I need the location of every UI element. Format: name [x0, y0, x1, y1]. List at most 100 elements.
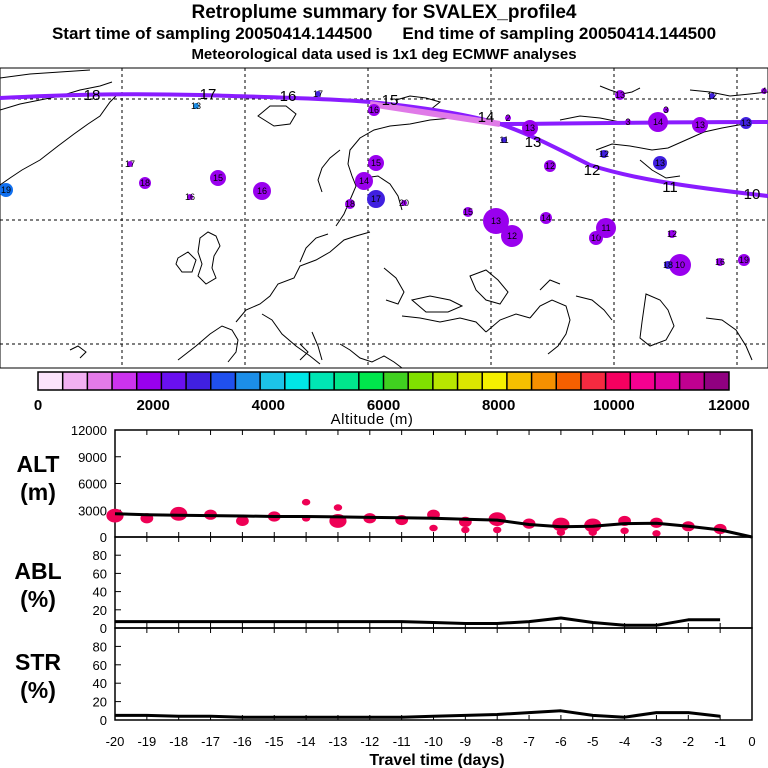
cluster-label: 15 [213, 173, 223, 183]
particle-cluster [522, 120, 538, 136]
particle-cluster [653, 156, 667, 170]
altitude-cluster-point [301, 498, 311, 506]
cluster-label: 4 [761, 86, 766, 96]
colorbar-swatch [556, 372, 582, 390]
altitude-cluster-point [556, 529, 566, 536]
map-frame [0, 67, 768, 369]
x-tick-label: -18 [169, 734, 188, 749]
particle-cluster [669, 254, 691, 276]
y-tick-label: 12000 [71, 423, 107, 438]
cluster-label: 13 [491, 216, 501, 226]
track-label-day: 16 [280, 88, 297, 105]
cluster-label: 18 [345, 199, 355, 209]
panel-ylabel-unit: (m) [20, 479, 56, 505]
colorbar-swatch [210, 372, 236, 390]
particle-cluster [345, 199, 355, 209]
particle-cluster [709, 93, 715, 99]
particle-cluster [355, 172, 373, 190]
x-tick-label: -12 [360, 734, 379, 749]
y-tick-label: 60 [93, 566, 107, 581]
altitude-colorbar: 0 2000 4000 6000 8000 10000 12000 Altitude (m) [34, 371, 750, 428]
cluster-label: 17 [313, 89, 323, 99]
colorbar-swatch [186, 372, 212, 390]
colorbar-swatch [235, 372, 261, 390]
cluster-label: 13 [191, 101, 201, 111]
panel-frame [114, 536, 753, 629]
colorbar-swatch [605, 372, 631, 390]
x-tick-label: -7 [523, 734, 535, 749]
colorbar-swatch [704, 372, 730, 390]
particle-cluster [187, 194, 193, 200]
plume-branch-east [499, 120, 768, 126]
x-tick-label: -15 [265, 734, 284, 749]
track-label-day: 14 [478, 109, 495, 126]
x-tick-label: -4 [619, 734, 631, 749]
particle-cluster [716, 258, 724, 266]
cluster-label: 13 [695, 120, 705, 130]
map-graticule [0, 68, 768, 368]
chart-title: Retroplume summary for SVALEX_profile4 [191, 2, 577, 23]
altitude-cluster-point [620, 527, 629, 535]
colorbar-swatch [334, 372, 360, 390]
panel-ylabel: STR [15, 649, 61, 675]
particle-cluster [663, 107, 669, 113]
colorbar-swatch [408, 372, 434, 390]
altitude-cluster-point [652, 530, 661, 537]
y-tick-label: 0 [100, 713, 107, 728]
track-label-day: 10 [744, 186, 761, 203]
met-data-label: Meteorological data used is 1x1 deg ECMW… [191, 46, 577, 63]
x-tick-label: -1 [714, 734, 726, 749]
panel-ylabel-unit: (%) [20, 677, 56, 703]
cluster-label: 14 [653, 117, 663, 127]
cluster-label: 3 [663, 105, 668, 115]
x-tick-label: -3 [651, 734, 663, 749]
panel-frame [114, 627, 753, 721]
cluster-label: 16 [185, 192, 195, 202]
particle-cluster [540, 212, 552, 224]
colorbar-swatch [62, 372, 88, 390]
particle-cluster [600, 150, 608, 158]
y-tick-label: 0 [100, 621, 107, 636]
particle-cluster [463, 207, 473, 217]
cluster-label: 11 [601, 223, 610, 233]
x-tick-label: 0 [748, 734, 755, 749]
colorbar-swatch [679, 372, 705, 390]
x-tick-label: -17 [201, 734, 220, 749]
particle-cluster [668, 230, 676, 238]
track-label-day: 18 [84, 87, 101, 104]
particle-cluster [505, 115, 511, 121]
colorbar-swatch [136, 372, 162, 390]
x-tick-label: -9 [460, 734, 472, 749]
y-tick-label: 40 [93, 585, 107, 600]
y-tick-label: 0 [100, 530, 107, 545]
x-axis-label: Travel time (days) [369, 752, 504, 768]
altitude-cluster-point [588, 529, 597, 536]
x-tick-label: -16 [233, 734, 252, 749]
end-time-label: End time of sampling 20050414.144500 [402, 24, 717, 43]
series-line [115, 616, 721, 627]
cluster-label: 10 [591, 233, 601, 243]
cluster-label: 10 [675, 260, 685, 270]
y-tick-label: 80 [93, 548, 107, 563]
particle-cluster [738, 254, 750, 266]
colorbar-swatch [580, 372, 607, 390]
cluster-label: 13 [741, 118, 751, 128]
colorbar-swatch [161, 372, 187, 390]
cluster-label: 15 [463, 207, 473, 217]
cluster-label: 19 [1, 185, 11, 195]
colorbar-swatch [358, 372, 384, 390]
x-tick-label: -19 [137, 734, 156, 749]
colorbar-swatch [260, 372, 286, 390]
colorbar-swatch [630, 372, 656, 390]
particle-cluster [315, 91, 321, 97]
x-tick-label: -14 [297, 734, 316, 749]
sampling-times: Start time of sampling 20050414.144500 En… [0, 24, 768, 44]
colorbar-swatch [506, 372, 533, 390]
particle-cluster [127, 161, 133, 167]
x-tick-label: -13 [329, 734, 348, 749]
particle-cluster [596, 218, 616, 238]
y-tick-label: 20 [93, 603, 107, 618]
